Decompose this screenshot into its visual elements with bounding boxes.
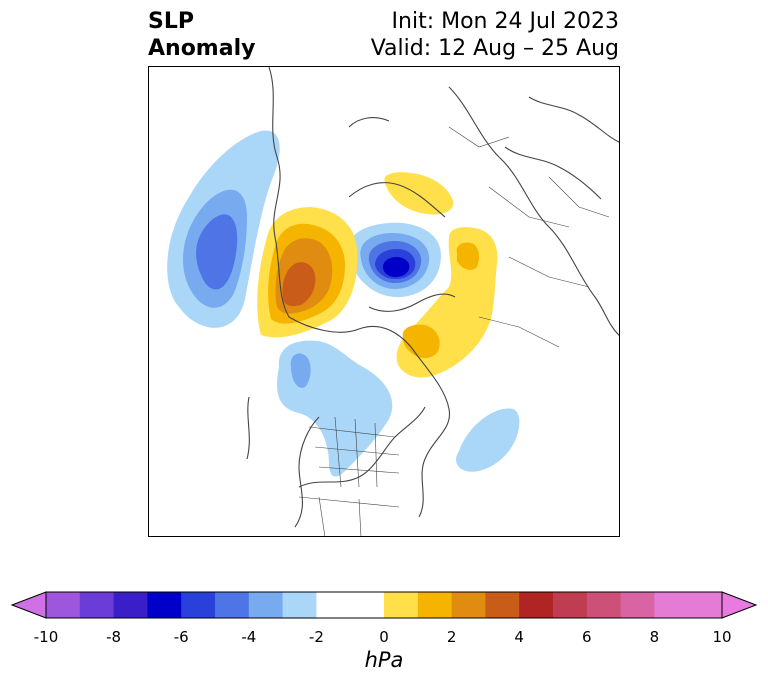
polar-stereographic-map [167,67,619,536]
map-title: SLP Anomaly [148,8,255,62]
colorbar-segment [654,592,689,618]
anomaly-low-north-america [277,340,520,477]
valid-range: Valid: 12 Aug – 25 Aug [370,36,619,61]
forecast-info: Init: Mon 24 Jul 2023 Valid: 12 Aug – 25… [371,8,619,62]
colorbar-segments [46,592,723,618]
colorbar-segment [79,592,115,618]
colorbar-segment [181,592,216,618]
colorbar-tick-label: -2 [308,628,324,646]
map-panel [148,66,620,537]
colorbar-segment [451,592,486,618]
colorbar-segment [282,592,317,618]
anomaly-low-arctic [347,222,441,298]
colorbar-segment [688,592,723,618]
colorbar-tick-label: -10 [33,628,59,646]
anomaly-low-pacific [167,130,280,328]
colorbar-segment [620,592,655,618]
coastlines [246,67,619,528]
colorbar-segment [519,592,554,618]
colorbar-extend-high [721,591,758,619]
colorbar-extend-low [10,591,47,619]
colorbar-segment [316,592,351,618]
title-line-1: SLP [148,9,194,34]
borders [298,126,610,536]
colorbar-segment [248,592,284,618]
colorbar-outline [45,591,723,619]
colorbar-segment [46,592,81,618]
colorbar-tick-label: 10 [712,628,732,646]
colorbar-tick-label: 6 [582,628,592,646]
colorbar-tick-label: -6 [173,628,189,646]
colorbar-tick-label: -8 [106,628,122,646]
colorbar [10,591,758,619]
colorbar-segment [147,592,182,618]
colorbar-tick-label: 4 [514,628,524,646]
colorbar-tick-label: 0 [379,628,389,646]
colorbar-tick-label: 8 [649,628,660,646]
colorbar-segment [384,592,419,618]
init-date: Init: Mon 24 Jul 2023 [391,9,619,34]
anomaly-high-north [384,172,498,378]
colorbar-segment [485,592,520,618]
colorbar-segment [215,592,250,618]
colorbar-segment [113,592,148,618]
anomaly-high-west [257,207,358,338]
colorbar-segment [586,592,622,618]
colorbar-unit-label: hPa [364,648,404,672]
colorbar-segment [553,592,588,618]
colorbar-tick-label: 2 [446,628,457,646]
colorbar-segment [417,592,453,618]
title-line-2: Anomaly [148,36,256,61]
colorbar-tick-label: -4 [241,628,257,646]
colorbar-segment [350,592,385,618]
